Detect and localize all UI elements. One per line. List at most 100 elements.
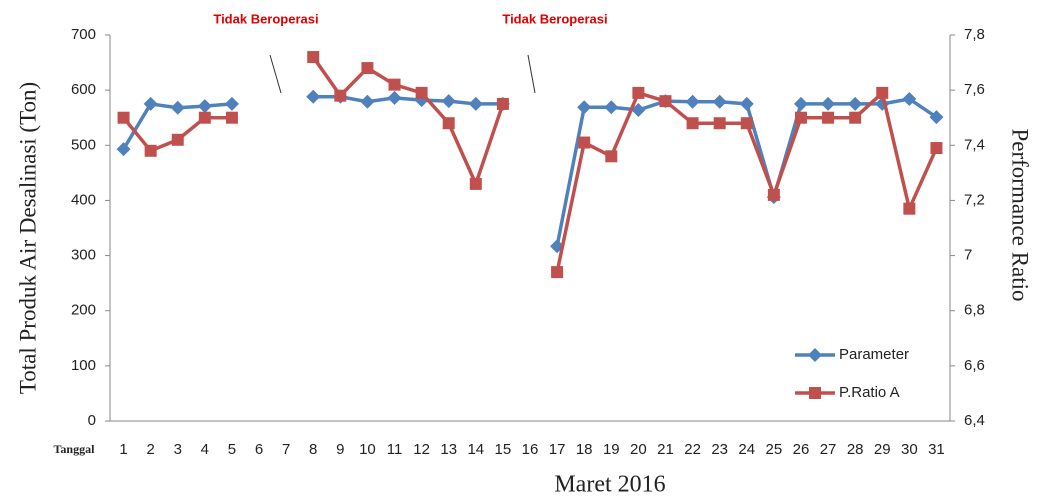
x-tick-label: 22 — [684, 441, 701, 458]
marker — [415, 86, 428, 99]
x-tick-label: 29 — [874, 441, 891, 458]
marker — [441, 94, 456, 109]
y2-tick-label: 7 — [964, 247, 972, 264]
x-tick-label: 4 — [201, 441, 209, 458]
marker — [469, 177, 482, 190]
marker — [821, 96, 836, 111]
marker — [632, 86, 645, 99]
legend-label: Parameter — [839, 346, 909, 363]
marker — [794, 111, 807, 124]
y2-tick-label: 7,4 — [964, 136, 985, 153]
marker — [605, 150, 618, 163]
marker — [903, 202, 916, 215]
y2-tick-label: 7,6 — [964, 81, 985, 98]
marker — [809, 387, 821, 399]
marker — [197, 99, 212, 114]
y2-tick-label: 7,2 — [964, 191, 985, 208]
x-tick-label: 7 — [282, 441, 290, 458]
marker — [929, 110, 944, 125]
marker — [577, 100, 592, 115]
marker — [388, 78, 401, 91]
marker — [604, 100, 619, 115]
marker — [496, 97, 509, 110]
marker — [551, 266, 564, 279]
marker — [224, 96, 239, 111]
x-tick-label: 14 — [467, 441, 484, 458]
y-tick-label: 700 — [71, 26, 96, 43]
x-tick-label: 2 — [146, 441, 154, 458]
marker — [225, 111, 238, 124]
y-tick-label: 300 — [71, 247, 96, 264]
y-tick-label: 200 — [71, 302, 96, 319]
y-tick-label: 100 — [71, 357, 96, 374]
marker — [171, 133, 184, 146]
annotation-line — [269, 54, 282, 94]
x-axis-label: Maret 2016 — [554, 472, 665, 498]
x-tick-label: 13 — [440, 441, 457, 458]
marker — [387, 90, 402, 105]
marker — [767, 188, 780, 201]
marker — [334, 89, 347, 102]
marker — [740, 117, 753, 130]
x-tick-label: 18 — [576, 441, 593, 458]
x-tick-label: 28 — [847, 441, 864, 458]
marker — [631, 102, 646, 117]
x-tick-label: 5 — [228, 441, 236, 458]
annotation: Tidak Beroperasi — [502, 11, 607, 26]
marker — [143, 96, 158, 111]
marker — [307, 51, 320, 64]
y-axis-label: Total Produk Air Desalinasi (Ton) — [15, 82, 40, 394]
x-tick-label: 15 — [495, 441, 512, 458]
y2-tick-label: 7,8 — [964, 26, 985, 43]
x-tick-label: 1 — [119, 441, 127, 458]
marker — [659, 95, 672, 108]
marker — [578, 136, 591, 149]
y-tick-label: 500 — [71, 136, 96, 153]
x-tick-label: 17 — [549, 441, 566, 458]
marker — [793, 96, 808, 111]
marker — [685, 94, 700, 109]
series-line — [122, 56, 939, 273]
marker — [144, 144, 157, 157]
x-tick-label: 8 — [309, 441, 317, 458]
legend-label: P.Ratio A — [839, 384, 900, 401]
x-tick-label: 24 — [738, 441, 755, 458]
marker — [116, 142, 131, 157]
marker — [902, 91, 917, 106]
marker — [930, 142, 943, 155]
y2-axis-label: Performance Ratio — [1008, 128, 1033, 301]
annotation-line — [527, 54, 536, 94]
marker — [849, 111, 862, 124]
y-tick-label: 600 — [71, 81, 96, 98]
x-tick-label: 16 — [522, 441, 539, 458]
x-tick-label: 12 — [413, 441, 430, 458]
x-tick-label: 30 — [901, 441, 918, 458]
x-tick-label: 10 — [359, 441, 376, 458]
marker — [739, 96, 754, 111]
marker — [170, 100, 185, 115]
marker — [713, 117, 726, 130]
y2-tick-label: 6,4 — [964, 412, 985, 429]
y-tick-label: 400 — [71, 191, 96, 208]
x-tick-label: 25 — [766, 441, 783, 458]
marker — [712, 94, 727, 109]
marker — [442, 117, 455, 130]
marker — [361, 62, 374, 75]
y2-tick-label: 6,6 — [964, 357, 985, 374]
marker — [198, 111, 211, 124]
x-tick-label: 27 — [820, 441, 837, 458]
x-tick-label: 21 — [657, 441, 674, 458]
marker — [686, 117, 699, 130]
x-tick-label: 26 — [793, 441, 810, 458]
marker — [468, 96, 483, 111]
x-tick-label: 31 — [928, 441, 945, 458]
marker — [822, 111, 835, 124]
marker — [306, 89, 321, 104]
x-tick-label: 6 — [255, 441, 263, 458]
x-tick-label: 20 — [630, 441, 647, 458]
y2-tick-label: 6,8 — [964, 302, 985, 319]
x-tick-label: 19 — [603, 441, 620, 458]
x-tick-label: 23 — [711, 441, 728, 458]
y-tick-label: 0 — [88, 412, 96, 429]
